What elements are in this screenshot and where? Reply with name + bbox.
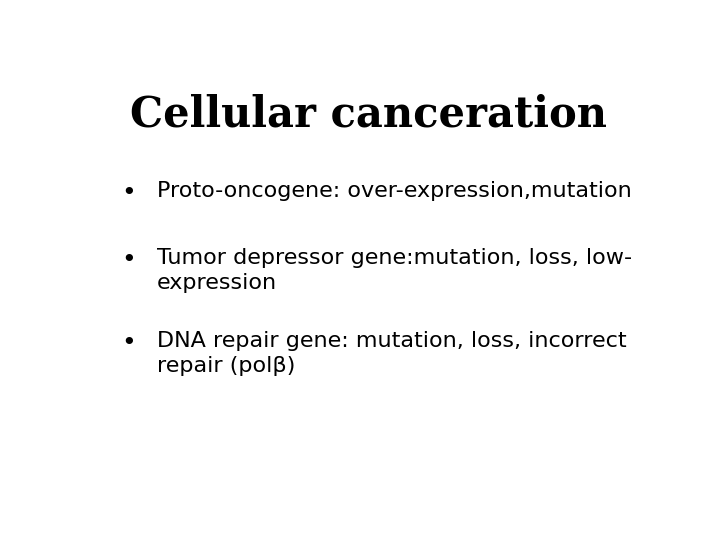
Text: •: • (122, 181, 136, 205)
Text: Tumor depressor gene:mutation, loss, low-
expression: Tumor depressor gene:mutation, loss, low… (157, 248, 632, 293)
Text: Cellular canceration: Cellular canceration (130, 94, 608, 136)
Text: •: • (122, 331, 136, 355)
Text: Proto-oncogene: over-expression,mutation: Proto-oncogene: over-expression,mutation (157, 181, 631, 201)
Text: DNA repair gene: mutation, loss, incorrect
repair (polβ): DNA repair gene: mutation, loss, incorre… (157, 331, 626, 376)
Text: •: • (122, 248, 136, 272)
